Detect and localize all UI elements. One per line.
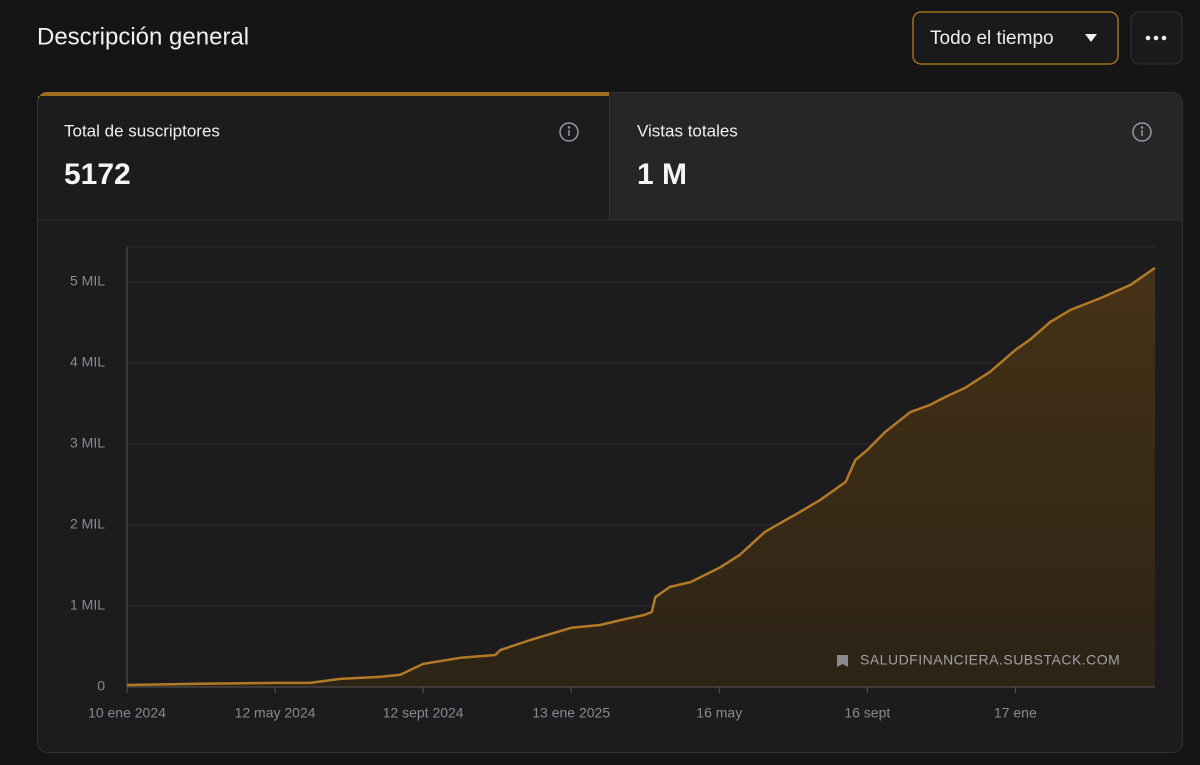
area-fill	[127, 267, 1155, 687]
substack-icon	[837, 655, 848, 667]
more-button[interactable]	[1130, 11, 1183, 65]
info-icon[interactable]	[559, 122, 579, 142]
y-tick-label: 2 MIL	[70, 516, 105, 532]
watermark: SALUDFINANCIERA.SUBSTACK.COM	[860, 652, 1120, 668]
x-tick-label: 12 sept 2024	[383, 705, 464, 721]
y-tick-label: 0	[97, 678, 105, 694]
y-tick-label: 4 MIL	[70, 354, 105, 370]
x-tick-label: 16 may	[696, 705, 742, 721]
x-tick-label: 17 ene	[994, 705, 1037, 721]
x-tick-label: 10 ene 2024	[88, 705, 166, 721]
dot	[1153, 35, 1159, 41]
dropdown-box[interactable]	[912, 11, 1119, 65]
y-tick-label: 5 MIL	[70, 273, 105, 289]
tab-inactive-bg[interactable]	[610, 93, 1182, 220]
info-stem	[568, 130, 1143, 136]
dot	[1145, 35, 1151, 41]
y-tick-label: 3 MIL	[70, 435, 105, 451]
stat-label[interactable]: Vistas totales	[637, 121, 738, 140]
stat-value: 5172	[64, 158, 131, 191]
info-dot	[1140, 126, 1144, 129]
dot	[1161, 35, 1167, 41]
dropdown-arrow	[1085, 34, 1097, 42]
info-dot	[567, 126, 571, 129]
page-title: Descripción general	[37, 23, 249, 50]
tab-active-bar	[38, 92, 609, 101]
dropdown-label[interactable]: Todo el tiempo	[930, 28, 1054, 49]
chart: 0 1 MIL 2 MIL 3 MIL 4 MIL 5 MIL 10 ene 2024 12 …	[70, 246, 1156, 721]
x-tick-label: 13 ene 2025	[532, 705, 610, 721]
info-icons	[559, 122, 1152, 142]
x-tick-label: 12 may 2024	[235, 705, 316, 721]
area-line	[126, 266, 1156, 687]
y-tick-label: 1 MIL	[70, 597, 105, 613]
x-tick-label: 16 sept	[844, 705, 890, 721]
stat-label[interactable]: Total de suscriptores	[64, 121, 220, 140]
info-icon[interactable]	[1132, 122, 1152, 142]
stat-value: 1 M	[637, 158, 687, 191]
range-dropdown[interactable]: Todo el tiempo	[912, 11, 1119, 65]
